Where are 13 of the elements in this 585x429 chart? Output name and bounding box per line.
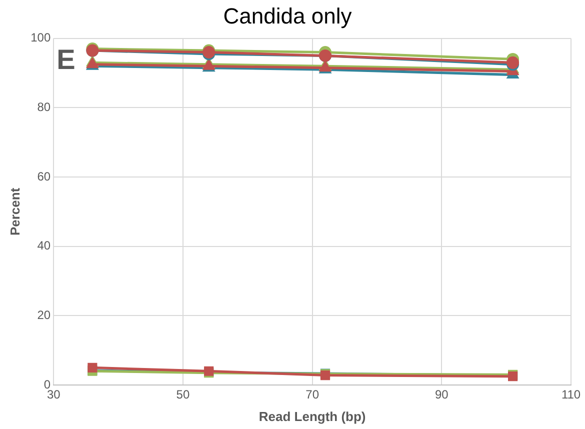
x-tick-label: 90 bbox=[434, 388, 449, 402]
y-axis-title: Percent bbox=[7, 187, 22, 236]
y-tick-label: 40 bbox=[37, 238, 51, 253]
y-tick-label: 60 bbox=[37, 169, 51, 184]
x-tick-label: 110 bbox=[561, 388, 581, 402]
y-tick-label: 20 bbox=[37, 308, 51, 322]
annotation: E bbox=[56, 44, 76, 76]
y-tick-label: 100 bbox=[30, 30, 51, 45]
x-tick-label: 70 bbox=[306, 388, 320, 402]
x-axis-title: Read Length (bp) bbox=[258, 408, 366, 424]
x-tick-label: 50 bbox=[176, 388, 190, 402]
chart-title: Candida only bbox=[223, 3, 352, 28]
y-tick-label: 80 bbox=[37, 100, 51, 114]
